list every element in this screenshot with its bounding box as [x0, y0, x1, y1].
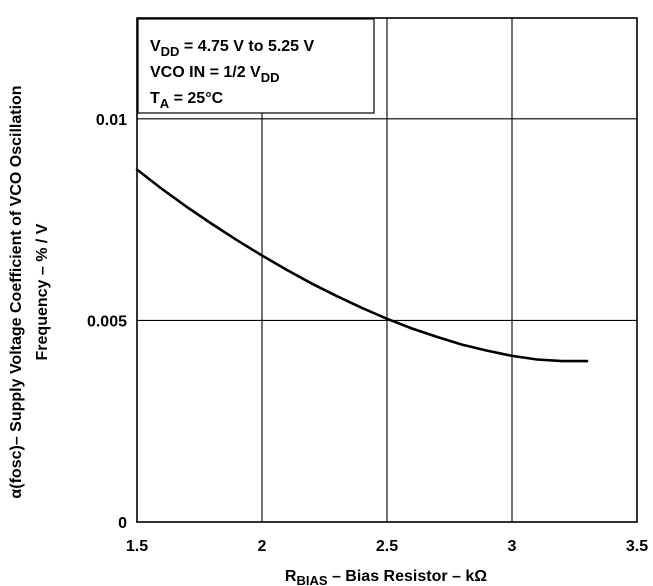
- y-tick-label: 0: [118, 515, 127, 532]
- x-tick-label: 2.5: [376, 538, 398, 555]
- x-axis-label-rest: – Bias Resistor – kΩ: [328, 568, 488, 585]
- annotation-line-3: TA = 25°C: [150, 90, 224, 111]
- annotation-vdd-range: = 4.75 V to 5.25 V: [179, 38, 314, 55]
- tick-labels: 1.5 2 2.5 3 3.5 0 0.005 0.01: [87, 112, 648, 555]
- plot-frame: [136, 17, 638, 523]
- annotation-ta-value: = 25°C: [169, 90, 223, 107]
- y-axis-label-line-2: Frequency – % / V: [34, 223, 51, 360]
- x-axis-label: RBIAS – Bias Resistor – kΩ: [285, 568, 487, 586]
- annotation-line-2: VCO IN = 1/2 VDD: [150, 64, 280, 85]
- x-tick-label: 1.5: [126, 538, 148, 555]
- annotation-line-1: VDD = 4.75 V to 5.25 V: [150, 38, 315, 59]
- annotation-vco-main: VCO IN = 1/2 V: [150, 64, 261, 81]
- annotation-vdd-main: V: [150, 38, 161, 55]
- annotation-vdd-sub: DD: [161, 44, 180, 59]
- annotation-vco-sub: DD: [261, 70, 280, 85]
- annotation-ta-main: T: [150, 90, 160, 107]
- y-tick-label: 0.005: [87, 313, 127, 330]
- series-line: [135, 168, 589, 363]
- x-axis-label-main: R: [285, 568, 297, 585]
- x-tick-label: 2: [258, 538, 267, 555]
- x-axis-label-sub: BIAS: [296, 573, 327, 586]
- grid-lines: [137, 18, 637, 522]
- y-axis-label-line-1: α(fosc)– Supply Voltage Coefficient of V…: [8, 85, 25, 498]
- x-tick-label: 3.5: [626, 538, 648, 555]
- x-tick-label: 3: [508, 538, 517, 555]
- y-tick-label: 0.01: [96, 112, 127, 129]
- annotation-box: [137, 18, 375, 114]
- annotation-ta-sub: A: [160, 96, 170, 111]
